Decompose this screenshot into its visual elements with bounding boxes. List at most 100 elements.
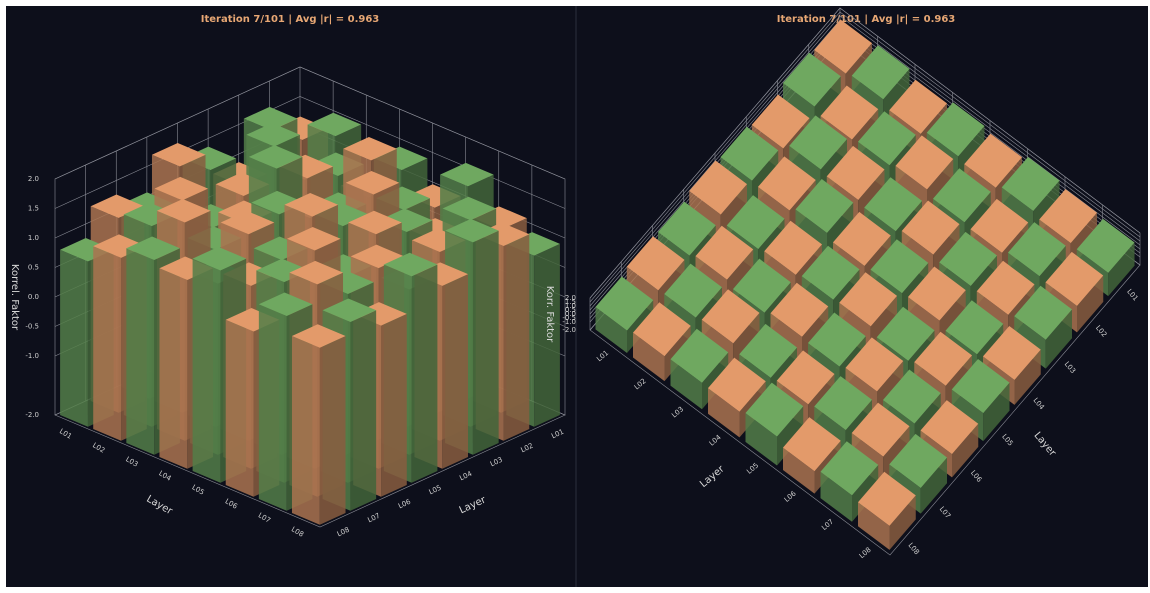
- bar-top: [286, 226, 341, 251]
- bar-top: [720, 126, 779, 181]
- bar-side: [258, 304, 287, 511]
- bar-top: [658, 201, 716, 256]
- bar-side: [1108, 242, 1135, 297]
- bar-side: [595, 306, 627, 353]
- bar-side: [159, 268, 188, 469]
- bar-top: [442, 196, 497, 221]
- bar-top: [839, 272, 897, 327]
- bar-top: [820, 441, 879, 496]
- bar-top: [951, 359, 1010, 414]
- bar-top: [733, 258, 791, 313]
- bar-side: [1014, 349, 1041, 405]
- bar-side: [503, 234, 530, 441]
- bar-side: [126, 248, 155, 455]
- bar-top: [908, 266, 966, 321]
- bar-side: [820, 471, 852, 522]
- bar-top: [920, 400, 979, 455]
- bar-top: [246, 123, 300, 147]
- bar-side: [350, 310, 377, 511]
- bar-side: [783, 447, 815, 494]
- bar-side: [225, 319, 254, 497]
- bar-top: [248, 145, 303, 169]
- bar-top: [851, 45, 910, 100]
- bar-top: [626, 236, 685, 291]
- bar-side: [889, 495, 916, 550]
- bar-top: [783, 417, 841, 472]
- bar-top: [945, 300, 1004, 355]
- bar-top: [154, 176, 209, 201]
- bar-top: [845, 337, 904, 392]
- bar-top: [322, 298, 377, 322]
- bar-top: [151, 142, 206, 167]
- bar-top: [820, 85, 879, 140]
- bar-side: [411, 264, 438, 483]
- bar-top: [864, 177, 922, 232]
- bar-top: [826, 145, 885, 200]
- bar-top: [378, 208, 433, 233]
- z-tick-label: 1.5: [565, 298, 576, 306]
- grid-line: [589, 11, 1141, 303]
- bar-top: [156, 198, 211, 223]
- bar-side: [920, 457, 947, 514]
- bar-top: [633, 302, 691, 357]
- chart-title: Iteration 7/101 | Avg |r| = 0.963: [201, 14, 380, 25]
- bar-side: [745, 413, 777, 466]
- bar-side: [858, 502, 890, 550]
- bar-side: [381, 313, 407, 497]
- z-axis-label: Korr. Faktor: [544, 286, 555, 343]
- z-tick-label: -2.0: [25, 411, 39, 419]
- bar-top: [595, 276, 654, 331]
- bar-top: [701, 289, 760, 344]
- bar-top: [976, 260, 1035, 315]
- bar-top: [243, 106, 298, 131]
- bar-top: [764, 220, 822, 275]
- z-tick-label: 2.0: [565, 294, 576, 302]
- bar-side: [192, 258, 221, 483]
- chart-title: Iteration 7/101 | Avg |r| = 0.963: [777, 14, 956, 25]
- bar-top: [289, 260, 344, 285]
- bar-top: [726, 195, 785, 250]
- bar-top: [745, 382, 804, 437]
- z-tick-label: 0.5: [565, 306, 576, 314]
- bar-top: [220, 210, 275, 235]
- bar-top: [440, 162, 494, 187]
- bar-side: [1045, 309, 1072, 369]
- z-tick-label: 1.5: [28, 205, 39, 213]
- bar-top: [833, 211, 891, 266]
- bar-top: [291, 324, 346, 348]
- bar-top: [343, 137, 397, 161]
- z-tick-label: 0.0: [28, 293, 39, 301]
- bar-top: [776, 350, 835, 405]
- z-tick-label: -2.0: [562, 326, 576, 334]
- bar-top: [751, 94, 810, 149]
- bar-top: [914, 331, 972, 386]
- bar-top: [939, 231, 997, 286]
- bar-top: [345, 170, 400, 195]
- bar-top: [933, 168, 991, 223]
- bar-top: [307, 112, 362, 137]
- bar-top: [870, 239, 929, 294]
- bar-top: [1001, 156, 1060, 212]
- bar-top: [889, 79, 947, 134]
- z-tick-label: 0.0: [565, 310, 576, 318]
- bar-top: [876, 306, 935, 361]
- z-tick-label: -1.0: [562, 318, 576, 326]
- bar-top: [783, 52, 841, 107]
- grid-line: [589, 7, 1141, 299]
- bar-top: [858, 471, 916, 526]
- bar-side: [93, 246, 122, 441]
- bar-side: [983, 382, 1010, 442]
- bar-top: [770, 282, 829, 337]
- z-tick-label: 0.5: [28, 264, 39, 272]
- bar-top: [445, 218, 499, 243]
- bar-top: [895, 135, 954, 190]
- grid-line: [54, 66, 566, 180]
- bar-top: [858, 111, 916, 166]
- bar-top: [689, 160, 747, 215]
- bar-top: [258, 292, 313, 317]
- bar-top: [758, 156, 816, 211]
- bar-top: [1008, 222, 1066, 277]
- bar-top: [1014, 285, 1072, 340]
- z-axis-label: Korrel. Faktor: [9, 264, 20, 331]
